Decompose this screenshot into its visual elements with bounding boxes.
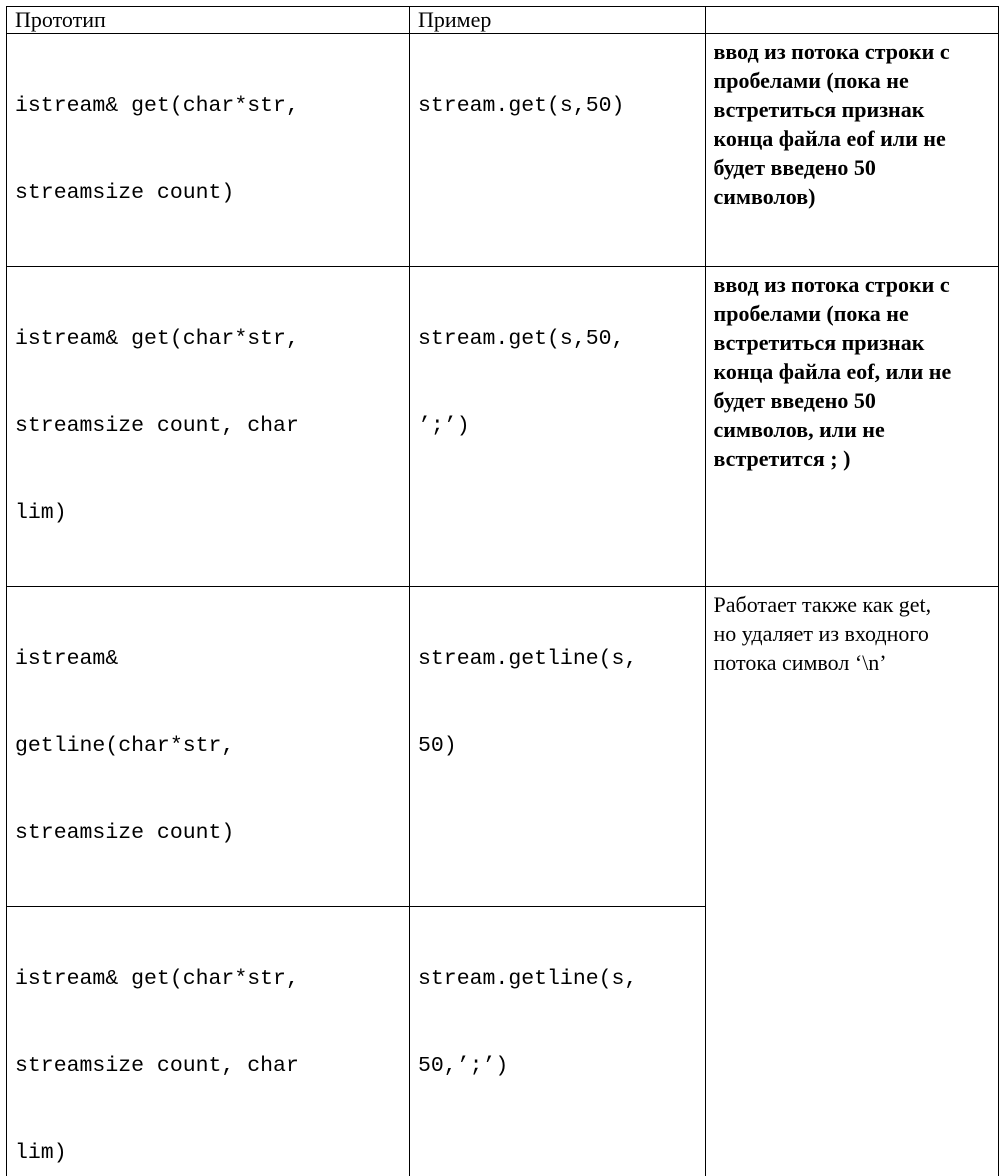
example-line: stream.getline(s, [418,645,697,674]
example-cell: stream.get(s,50) [410,34,706,267]
example-line: 50,’;’) [418,1052,697,1081]
prototype-line: lim) [15,1139,401,1168]
header-example: Пример [410,7,706,34]
description-cell: ввод из потока строки с пробелами (пока … [705,267,998,587]
table-header-row: Прототип Пример [7,7,999,34]
description-line: символов) [714,182,990,211]
description-line: пробелами (пока не [714,66,990,95]
example-line: stream.get(s,50, [418,325,697,354]
example-cell: stream.getline(s, 50) [410,587,706,907]
prototype-line: istream& [15,645,401,674]
prototype-cell: istream& get(char*str, streamsize count,… [7,267,410,587]
description-line: но удаляет из входного [714,619,990,648]
description-line: конца файла eof, или не [714,357,990,386]
description-cell: Работает также как get, но удаляет из вх… [705,587,998,1176]
example-cell: stream.get(s,50, ’;’) [410,267,706,587]
description-cell: ввод из потока строки с пробелами (пока … [705,34,998,267]
description-line: пробелами (пока не [714,299,990,328]
prototype-line: istream& get(char*str, [15,965,401,994]
functions-table: Прототип Пример istream& get(char*str, s… [6,6,999,1176]
description-line: потока символ ‘\n’ [714,648,990,677]
example-line: stream.getline(s, [418,965,697,994]
prototype-line: streamsize count) [15,179,401,208]
prototype-line: istream& get(char*str, [15,325,401,354]
description-line: встретится ; ) [714,444,990,473]
example-cell: stream.getline(s, 50,’;’) [410,907,706,1176]
prototype-line: getline(char*str, [15,732,401,761]
table-row: istream& get(char*str, streamsize count,… [7,267,999,587]
prototype-cell: istream& getline(char*str, streamsize co… [7,587,410,907]
prototype-line: lim) [15,499,401,528]
description-line: будет введено 50 [714,386,990,415]
description-line: ввод из потока строки с [714,270,990,299]
description-line: встретиться признак [714,328,990,357]
description-line: ввод из потока строки с [714,37,990,66]
description-line: будет введено 50 [714,153,990,182]
prototype-cell: istream& get(char*str, streamsize count) [7,34,410,267]
table-row: istream& get(char*str, streamsize count)… [7,34,999,267]
prototype-line: istream& get(char*str, [15,92,401,121]
table-row: istream& getline(char*str, streamsize co… [7,587,999,907]
example-line: ’;’) [418,412,697,441]
example-line: stream.get(s,50) [418,92,697,121]
header-description [705,7,998,34]
prototype-line: streamsize count, char [15,1052,401,1081]
description-line: встретиться признак [714,95,990,124]
prototype-line: streamsize count, char [15,412,401,441]
description-line: символов, или не [714,415,990,444]
description-line: конца файла eof или не [714,124,990,153]
example-line: 50) [418,732,697,761]
prototype-cell: istream& get(char*str, streamsize count,… [7,907,410,1176]
prototype-line: streamsize count) [15,819,401,848]
description-line: Работает также как get, [714,590,990,619]
header-prototype: Прототип [7,7,410,34]
